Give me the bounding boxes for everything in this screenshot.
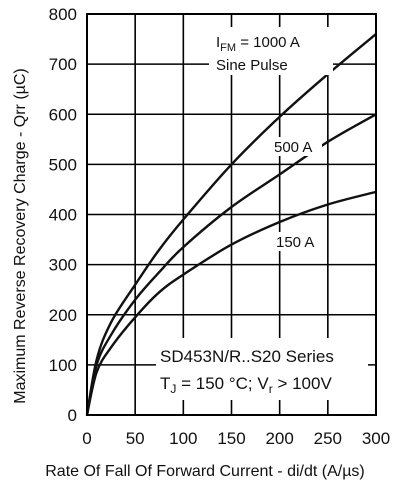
chart-annotation-bg xyxy=(156,338,368,400)
series-line-500a xyxy=(85,113,377,416)
annotation-series-name: SD453N/R..S20 Series xyxy=(160,347,334,366)
x-tick-label: 300 xyxy=(362,429,390,448)
y-axis-label: Maximum Reverse Recovery Charge - Qrr (µ… xyxy=(12,68,29,404)
series-label-500a: 500 A xyxy=(272,137,322,156)
series-label-500a-bg xyxy=(272,137,322,156)
series-label-sine-pulse: Sine Pulse xyxy=(216,57,288,74)
x-tick-label: 150 xyxy=(217,429,245,448)
series-label-150a-text: 150 A xyxy=(276,234,314,251)
y-tick-label: 0 xyxy=(68,406,77,425)
x-tick-label: 50 xyxy=(126,429,145,448)
series-label-1000a-text: IFM = 1000 A xyxy=(216,34,300,54)
tick-labels: 0 50 100 150 200 250 300 0 100 200 300 400 500 600 700… xyxy=(49,5,391,448)
series-line-1000a xyxy=(85,33,377,416)
y-tick-label: 600 xyxy=(49,105,77,124)
series-lines xyxy=(85,33,377,416)
annotation-conditions: TJ = 150 °C; Vr > 100V xyxy=(160,374,332,396)
series-line-150a xyxy=(85,190,377,416)
series-label-1000a: IFM = 1000 A Sine Pulse xyxy=(209,27,333,75)
x-tick-label: 200 xyxy=(265,429,293,448)
y-tick-label: 200 xyxy=(49,306,77,325)
plot-frame xyxy=(86,13,377,416)
y-tick-label: 700 xyxy=(49,55,77,74)
chart-annotation: SD453N/R..S20 Series TJ = 150 °C; Vr > 1… xyxy=(156,338,368,400)
y-tick-label: 500 xyxy=(49,155,77,174)
x-axis-label: Rate Of Fall Of Forward Current - di/dt … xyxy=(45,463,365,480)
series-label-500a-text: 500 A xyxy=(274,139,312,156)
y-tick-label: 800 xyxy=(49,5,77,24)
series-label-1000a-bg xyxy=(209,27,333,75)
series-label-150a: 150 A xyxy=(272,232,322,251)
series-label-150a-bg xyxy=(272,232,322,251)
y-tick-label: 400 xyxy=(49,206,77,225)
x-tick-label: 0 xyxy=(82,429,91,448)
y-tick-label: 100 xyxy=(49,356,77,375)
x-tick-label: 100 xyxy=(169,429,197,448)
y-tick-label: 300 xyxy=(49,256,77,275)
x-tick-label: 250 xyxy=(314,429,342,448)
